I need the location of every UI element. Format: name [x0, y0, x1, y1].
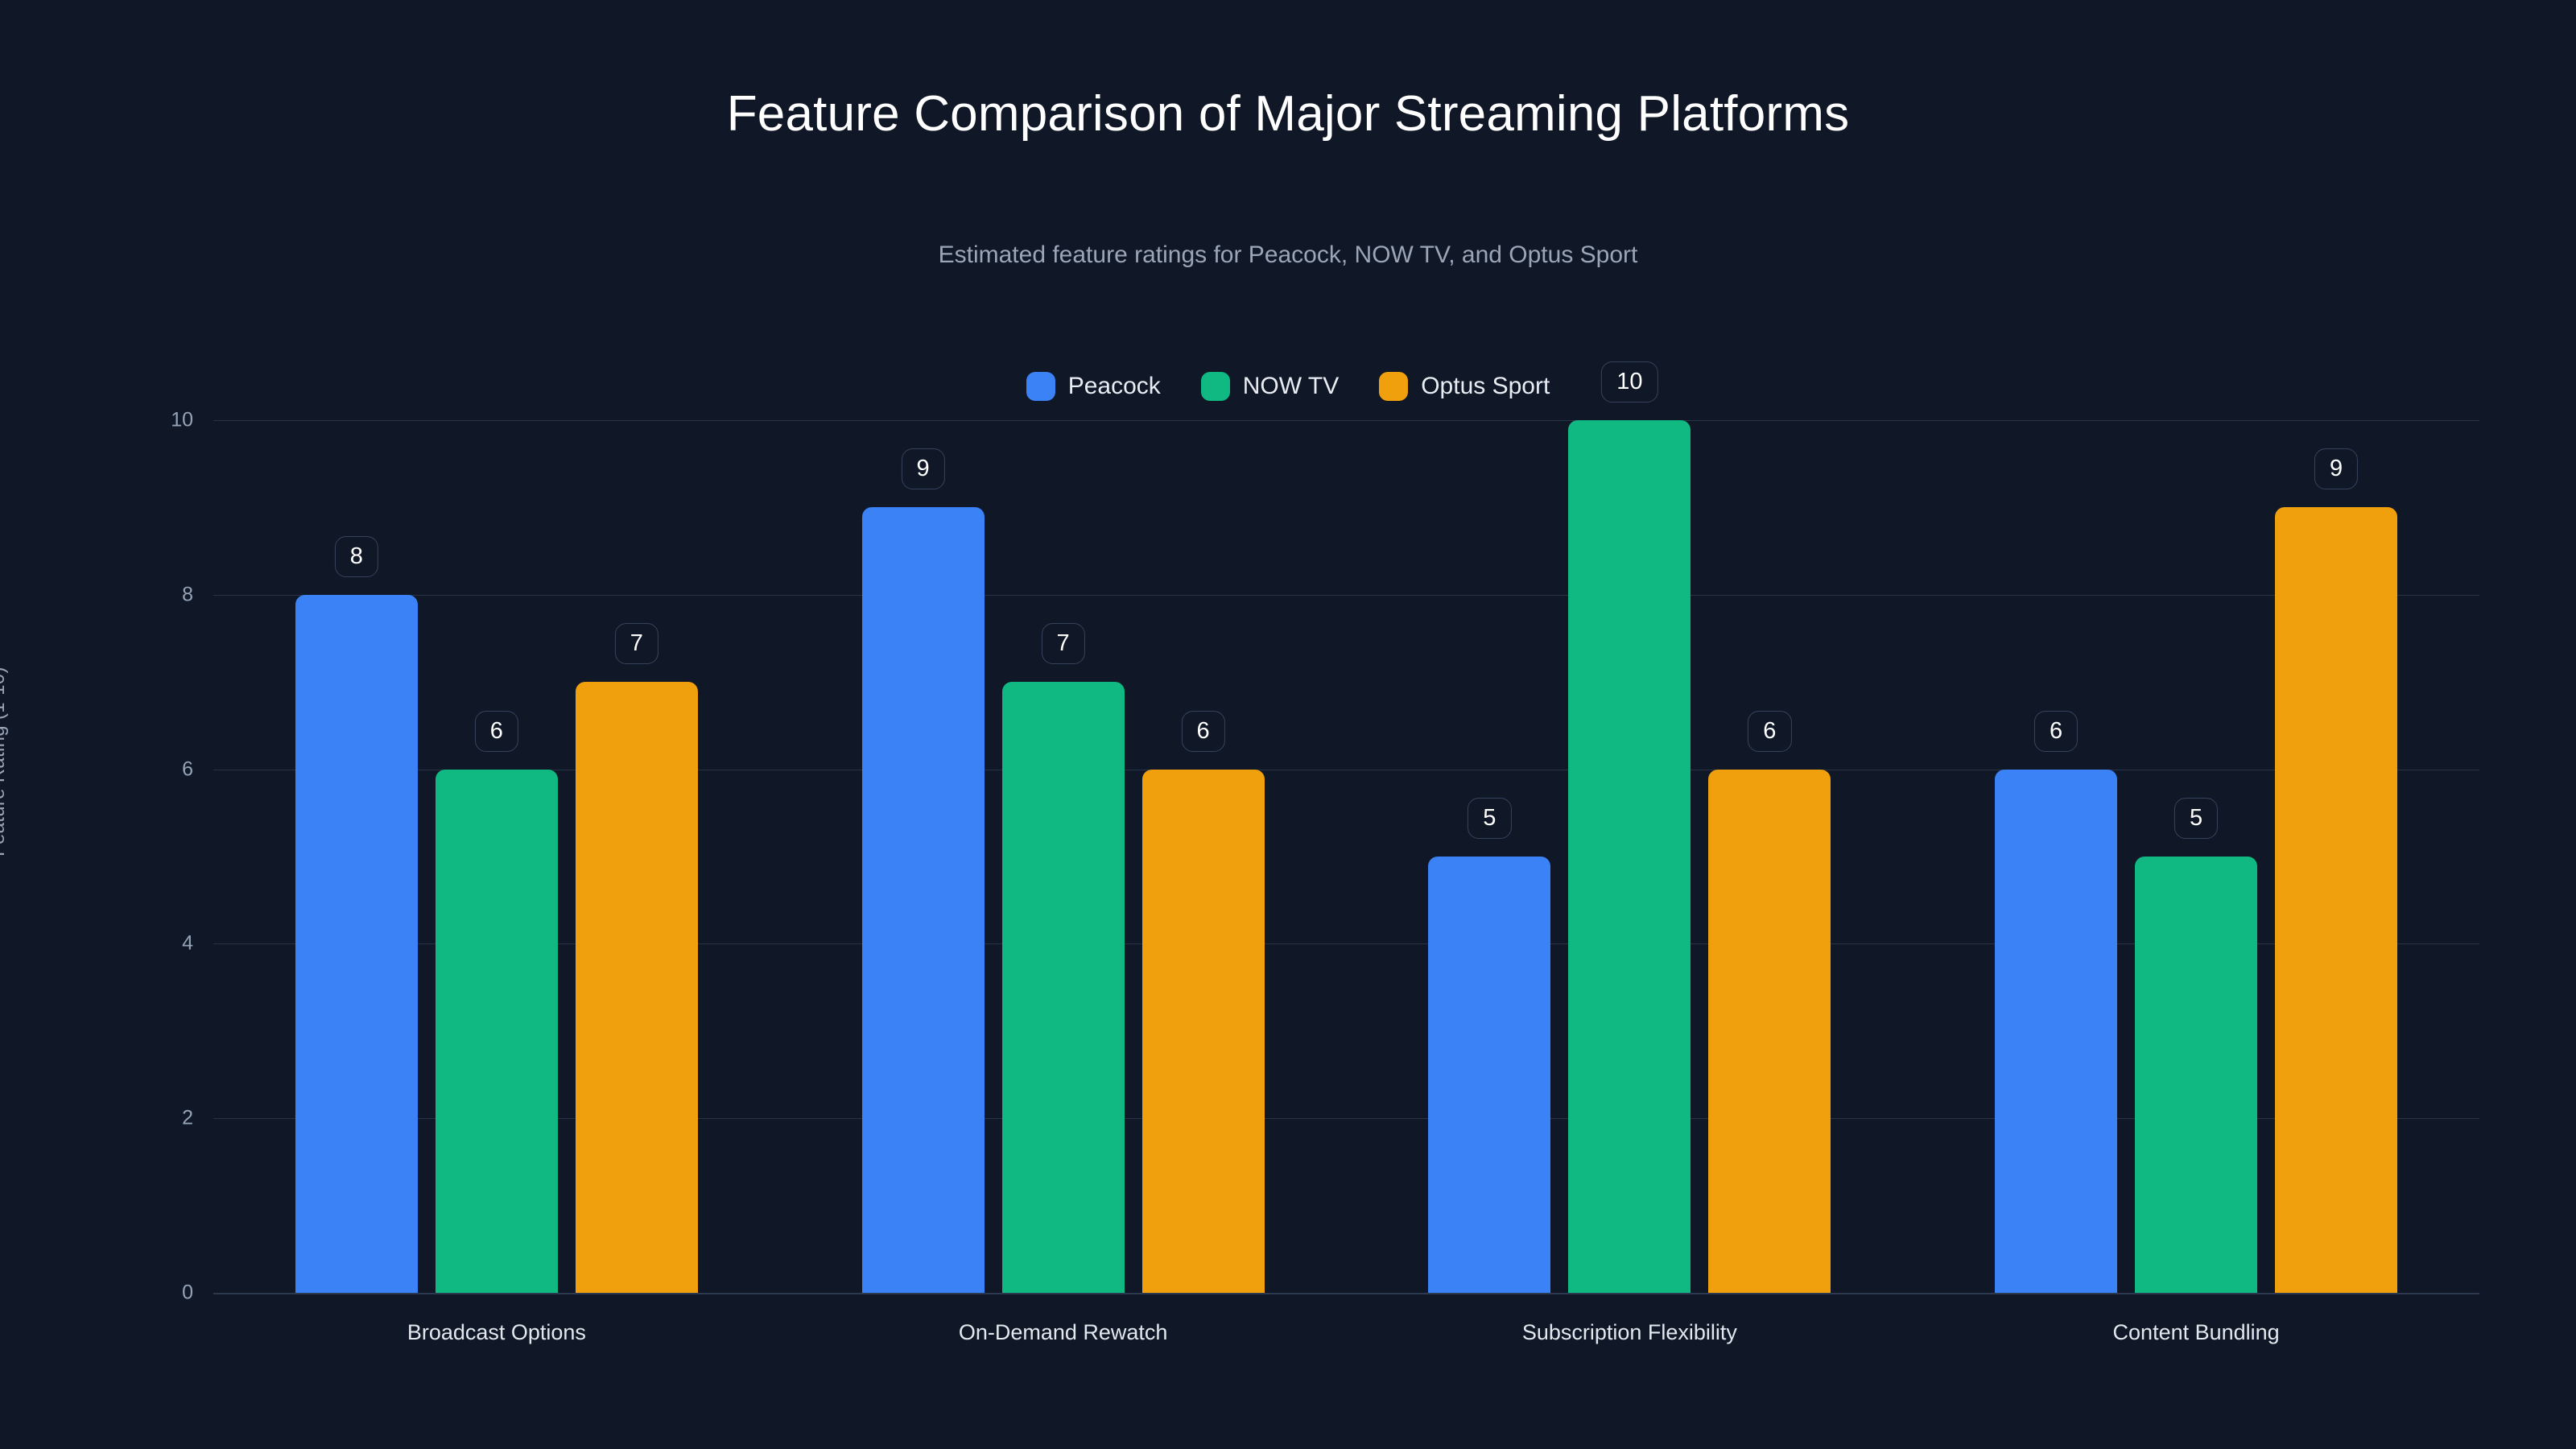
bar[interactable] [1568, 420, 1691, 1293]
y-axis-ticks: 0 2 4 6 8 10 [121, 409, 193, 1304]
bar-value-label: 6 [1181, 710, 1225, 752]
bars-layer: 8 6 7 9 7 6 5 10 6 6 5 9 [213, 361, 2479, 1293]
chart-title: Feature Comparison of Major Streaming Pl… [726, 86, 1850, 142]
gridline [213, 1293, 2479, 1294]
bar[interactable] [861, 507, 985, 1293]
bar[interactable] [295, 594, 418, 1293]
bar[interactable] [1141, 769, 1265, 1293]
legend-swatch-icon-peacock [1026, 372, 1055, 401]
bar[interactable] [2135, 857, 2258, 1293]
bar-value-label: 6 [474, 710, 518, 752]
chart-subtitle: Estimated feature ratings for Peacock, N… [938, 242, 1638, 268]
bar-value-label: 10 [1601, 361, 1658, 402]
legend-item-optus-sport[interactable]: Optus Sport [1379, 372, 1550, 401]
legend-label-now-tv: NOW TV [1242, 373, 1340, 399]
bar[interactable] [1428, 857, 1551, 1293]
legend-swatch-icon-now-tv [1200, 372, 1230, 401]
bar-value-label: 5 [1468, 798, 1512, 839]
x-axis-labels: Broadcast Options On-Demand Rewatch Subscr… [213, 1320, 2479, 1352]
y-tick-label: 10 [171, 408, 193, 431]
x-axis-category-label: Content Bundling [2112, 1320, 2280, 1344]
chart-legend: Peacock NOW TV Optus Sport [0, 372, 2576, 401]
bar-value-label: 7 [614, 623, 658, 665]
legend-label-optus-sport: Optus Sport [1421, 373, 1550, 399]
bar-value-label: 5 [2174, 798, 2219, 839]
bar-value-label: 9 [2314, 448, 2359, 490]
bar[interactable] [435, 769, 558, 1293]
bar-value-label: 6 [2034, 710, 2079, 752]
legend-swatch-icon-optus-sport [1379, 372, 1409, 401]
bar[interactable] [575, 682, 698, 1293]
bar[interactable] [1995, 769, 2118, 1293]
bar[interactable] [1708, 769, 1831, 1293]
y-tick-label: 8 [182, 583, 193, 606]
legend-item-peacock[interactable]: Peacock [1026, 372, 1161, 401]
y-tick-label: 0 [182, 1281, 193, 1304]
y-tick-label: 4 [182, 931, 193, 955]
y-tick-label: 6 [182, 758, 193, 781]
bar-value-label: 9 [901, 448, 945, 490]
plot-area: 8 6 7 9 7 6 5 10 6 6 5 9 [213, 361, 2479, 1294]
x-axis-category-label: Subscription Flexibility [1521, 1320, 1737, 1344]
y-axis-title: Feature Rating (1-10) [0, 667, 9, 857]
bar[interactable] [1001, 682, 1125, 1293]
y-tick-label: 2 [182, 1106, 193, 1129]
bar-value-label: 8 [334, 535, 378, 577]
legend-label-peacock: Peacock [1067, 373, 1161, 399]
bar[interactable] [2275, 507, 2398, 1293]
bar-value-label: 6 [1748, 710, 1792, 752]
bar-value-label: 7 [1041, 623, 1085, 665]
legend-item-now-tv[interactable]: NOW TV [1200, 372, 1340, 401]
x-axis-category-label: On-Demand Rewatch [958, 1320, 1168, 1344]
x-axis-category-label: Broadcast Options [407, 1320, 586, 1344]
